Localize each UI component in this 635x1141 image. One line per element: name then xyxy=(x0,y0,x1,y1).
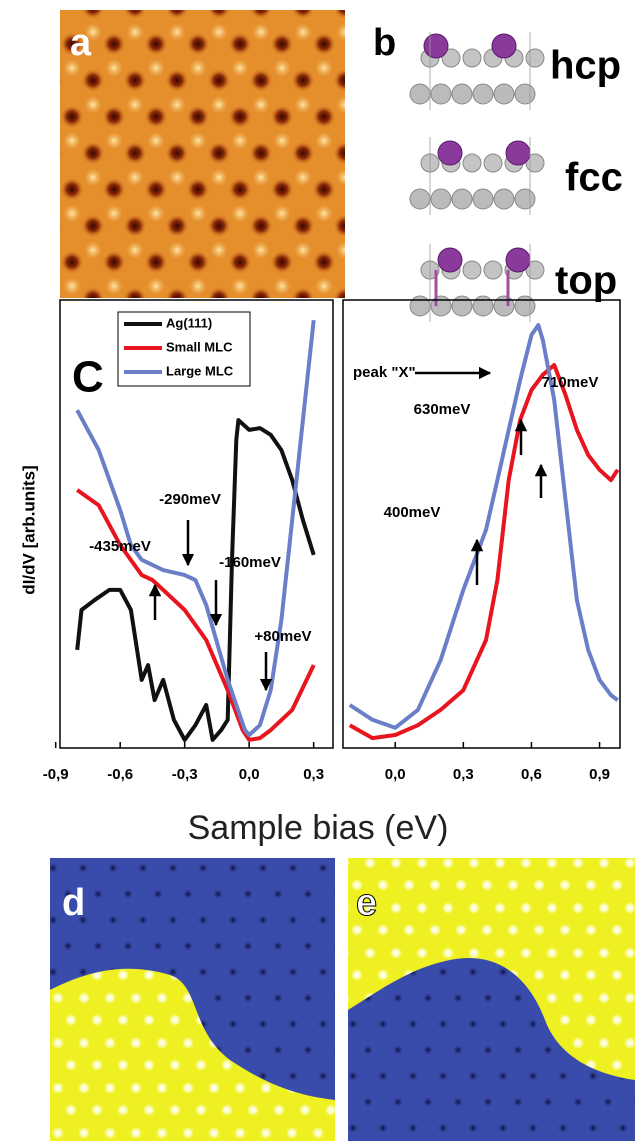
x-tick-label: -0,3 xyxy=(172,766,198,783)
atom xyxy=(451,188,473,210)
x-tick-label: -0,6 xyxy=(107,766,133,783)
panel-label: b xyxy=(373,22,396,64)
annotation: 400meV xyxy=(384,504,441,521)
legend-label: Small MLC xyxy=(166,339,233,354)
atom xyxy=(462,260,482,280)
adatom xyxy=(505,247,531,273)
panel-label: a xyxy=(70,22,92,64)
structure-label: fcc xyxy=(565,156,623,200)
atom xyxy=(409,83,431,105)
data-line xyxy=(76,488,316,742)
x-tick-label: 0,3 xyxy=(303,766,324,783)
data-line xyxy=(348,323,619,730)
atom xyxy=(514,188,536,210)
atom xyxy=(493,295,515,317)
data-line xyxy=(348,363,620,741)
stm-image-d xyxy=(50,858,335,1141)
atom xyxy=(525,48,545,68)
atom xyxy=(462,48,482,68)
atom xyxy=(483,153,503,173)
atom xyxy=(430,188,452,210)
panel-label: e xyxy=(356,882,377,924)
adatom xyxy=(437,247,463,273)
atom xyxy=(409,188,431,210)
structure-label: hcp xyxy=(550,44,621,88)
atom xyxy=(430,295,452,317)
adatom xyxy=(437,140,463,166)
x-tick-label: 0,0 xyxy=(239,766,260,783)
atom xyxy=(451,295,473,317)
atom xyxy=(483,260,503,280)
plot-frame xyxy=(342,299,621,749)
data-line xyxy=(75,418,316,742)
panel-label: d xyxy=(62,882,85,924)
plot-frame xyxy=(59,299,334,749)
data-line xyxy=(75,319,316,737)
atom xyxy=(472,83,494,105)
atom xyxy=(472,188,494,210)
atom xyxy=(451,83,473,105)
atom xyxy=(525,153,545,173)
x-axis-label: Sample bias (eV) xyxy=(188,809,449,847)
annotation: 630meV xyxy=(414,401,471,418)
legend-label: Large MLC xyxy=(166,363,234,378)
atom xyxy=(430,83,452,105)
adatom xyxy=(505,140,531,166)
annotation: -290meV xyxy=(159,491,221,508)
annotation: 710meV xyxy=(542,374,599,391)
annotation: peak "X" xyxy=(353,364,416,381)
atom xyxy=(493,188,515,210)
x-tick-label: 0,9 xyxy=(589,766,610,783)
structure-label: top xyxy=(555,259,617,303)
atom xyxy=(514,295,536,317)
x-tick-label: -0,9 xyxy=(43,766,69,783)
atomic-models xyxy=(409,32,545,322)
atom xyxy=(493,83,515,105)
atom xyxy=(462,153,482,173)
y-axis-label: dI/dV [arb.units] xyxy=(19,465,38,594)
panel-label: C xyxy=(72,353,104,402)
stm-image-e xyxy=(348,858,635,1141)
x-tick-label: 0,6 xyxy=(521,766,542,783)
atom xyxy=(409,295,431,317)
atom xyxy=(441,48,461,68)
atom xyxy=(525,260,545,280)
adatom xyxy=(423,33,449,59)
x-tick-label: 0,3 xyxy=(453,766,474,783)
annotation: +80meV xyxy=(254,628,311,645)
atom xyxy=(472,295,494,317)
atom xyxy=(514,83,536,105)
legend-label: Ag(111) xyxy=(166,315,212,330)
annotation: -160meV xyxy=(219,554,281,571)
adatom xyxy=(491,33,517,59)
x-tick-label: 0,0 xyxy=(385,766,406,783)
annotation: -435meV xyxy=(89,538,151,555)
stm-image-a xyxy=(60,10,345,298)
